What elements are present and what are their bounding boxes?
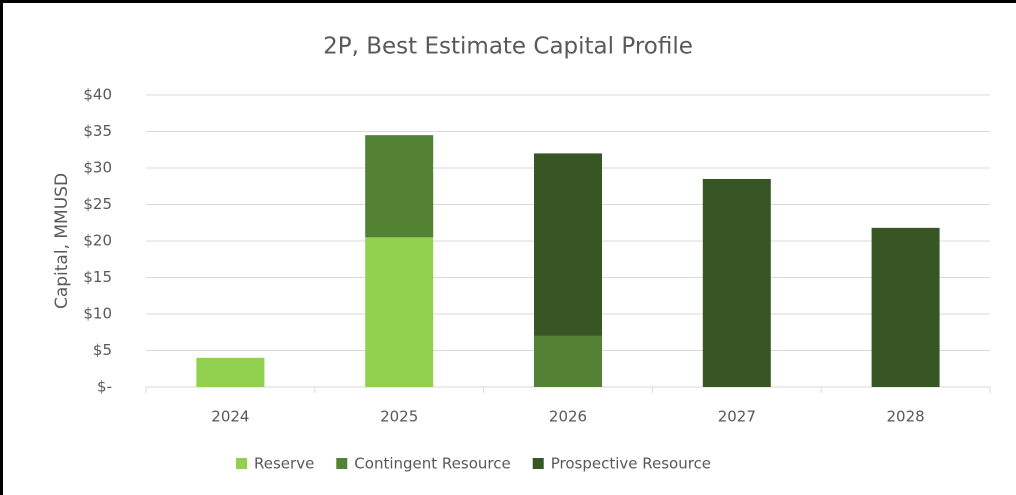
bar-segment (534, 335, 602, 387)
bar-segment (196, 357, 265, 387)
y-tick-label: $- (97, 378, 112, 396)
y-tick-label: $5 (93, 341, 112, 359)
legend-label: Reserve (254, 455, 314, 473)
legend-swatch (532, 458, 544, 469)
bar-segment (365, 237, 434, 387)
bar-segment (702, 178, 771, 387)
x-tick-label: 2028 (887, 408, 925, 426)
legend-label: Prospective Resource (551, 455, 711, 473)
y-tick-label: $25 (83, 195, 112, 213)
bar-segment (534, 153, 602, 336)
x-tick-label: 2026 (549, 408, 587, 426)
x-tick-label: 2027 (718, 408, 756, 426)
bar-segment (365, 135, 434, 238)
y-axis-label: Capital, MMUSD (52, 173, 72, 309)
y-tick-label: $20 (83, 232, 112, 250)
bar-segment (871, 227, 940, 387)
legend-swatch (336, 458, 348, 469)
chart-title: 2P, Best Estimate Capital Profile (323, 34, 693, 60)
y-tick-label: $35 (83, 122, 112, 140)
y-tick-label: $40 (83, 86, 112, 104)
x-tick-label: 2024 (211, 408, 249, 426)
x-tick-label: 2025 (380, 408, 418, 426)
legend-label: Contingent Resource (354, 455, 510, 473)
y-tick-label: $15 (83, 268, 112, 286)
y-tick-label: $10 (83, 305, 112, 323)
legend-swatch (236, 458, 247, 469)
y-tick-label: $30 (83, 159, 112, 177)
